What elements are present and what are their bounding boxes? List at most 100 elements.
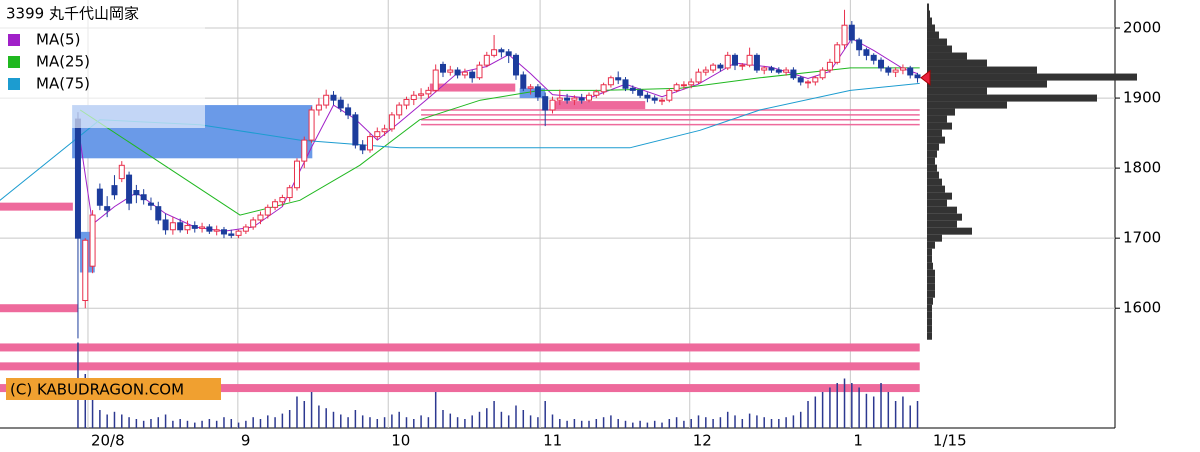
candle-body [505,51,512,56]
volume-bar [405,417,408,428]
overlay-layer: 3399 丸千代山岡家 (C) KABUDRAGON.COM MA(5) MA(2… [0,0,221,400]
candle-body [111,185,118,196]
candle-body [899,67,906,71]
volume-bar [449,413,452,428]
candle-body [366,136,373,151]
candle-body [527,86,534,89]
candle-body [425,89,432,95]
profile-bar [927,283,935,291]
volume-bar [551,414,554,428]
x-tick-label: 1/15 [933,432,967,450]
candle-body [169,222,176,231]
volume-bar [705,417,707,428]
y-tick-label: 1900 [1123,89,1161,107]
profile-bar [927,45,952,53]
candle-body [257,214,264,221]
profile-bar [927,150,937,158]
candle-body [644,94,651,99]
volume-bar [135,419,138,428]
candle-body [96,188,103,206]
candle-body [352,114,359,146]
volume-bar [325,408,327,428]
profile-bar [927,234,942,242]
volume-bar [500,411,503,428]
legend-swatch [8,56,20,68]
profile-bar [927,304,932,312]
profile-bar [927,52,967,60]
x-tick-label: 20/8 [91,432,125,450]
volume-bar [734,415,736,428]
volume-bar [274,417,276,428]
volume-bar [880,383,882,428]
volume-bar [427,417,430,428]
candle-body [783,69,790,73]
candle-body [330,94,337,101]
profile-bar [927,255,932,263]
volume-bar [186,420,189,428]
candle-body [768,67,775,71]
volume-bar [434,392,437,428]
candle-body [491,49,498,56]
candle-body [841,24,848,46]
watermark-background [6,378,221,400]
volume-bar [223,417,225,428]
candle-body [374,131,381,138]
candle-body [717,64,724,69]
volume-bar [230,419,233,428]
profile-bar [927,122,952,130]
candle-body [89,214,96,267]
x-tick-label: 12 [693,432,712,450]
volume-bar [179,419,181,428]
profile-bar [927,178,942,186]
volume-bar [361,415,364,428]
volume-bar [829,387,831,428]
profile-bar [927,87,987,95]
x-tick-label: 11 [543,432,562,450]
candle-body [826,61,833,71]
volume-bar [515,405,517,428]
candle-body [622,79,629,89]
price-band [0,384,920,393]
candle-body [388,114,395,130]
volume-bar [259,419,262,428]
candle-body [870,54,877,61]
candle-body [607,77,614,86]
profile-bar [927,31,939,39]
profile-bar [927,185,945,193]
candle-body [848,24,855,41]
candle-body [74,118,81,239]
volume-bar [369,417,371,428]
profile-bar [927,94,1097,102]
candle-body [286,187,293,199]
volume-bar [201,420,203,428]
candle-body [615,77,622,81]
volume-bar [566,420,568,428]
y-tick-label: 1800 [1123,159,1161,177]
candle-body [381,128,388,133]
volume-bar [281,413,284,428]
volume-bar [106,414,108,428]
volume-bar [726,411,729,428]
candle-body [308,109,315,141]
volume-bar [464,419,466,428]
price-band [0,202,73,211]
profile-bar [927,269,935,277]
candle-body [483,54,490,66]
profile-bar [927,325,932,333]
candle-body [410,94,417,100]
candle-body [600,84,607,93]
price-band [0,304,78,313]
candle-body [213,229,220,232]
candle-body [359,144,366,151]
candle-body [184,225,191,231]
volume-bar [602,417,605,428]
candle-body [739,64,746,67]
candle-body [666,89,673,101]
volume-bar [872,396,875,428]
price-band [429,83,516,92]
candle-body [155,206,162,221]
volume-bar [814,396,817,428]
candle-body [220,229,227,235]
profile-bar [927,311,932,319]
profile-bar [927,164,937,172]
